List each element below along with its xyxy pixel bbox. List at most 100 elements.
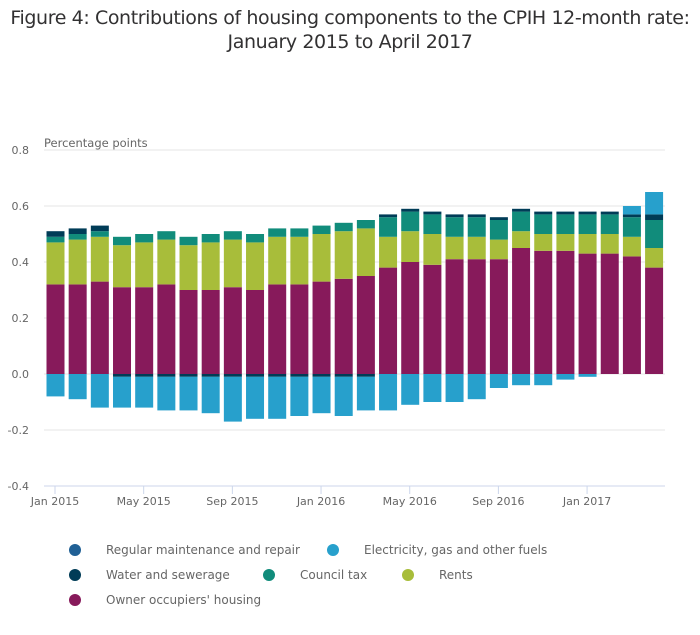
bar-segment: [90, 225, 109, 232]
y-tick-label: 0.4: [12, 256, 30, 269]
bar-group: [578, 211, 597, 377]
bar-segment: [334, 222, 353, 232]
chart-title: Figure 4: Contributions of housing compo…: [0, 6, 700, 54]
bar-group: [423, 211, 442, 402]
bar-segment: [534, 211, 553, 215]
bar-segment: [113, 374, 132, 377]
bar-segment: [379, 267, 398, 374]
bar-segment: [157, 374, 176, 377]
bar-segment: [512, 211, 531, 232]
bar-segment: [334, 231, 353, 279]
bar-segment: [445, 236, 464, 260]
bar-segment: [622, 256, 641, 374]
bar-segment: [201, 242, 220, 290]
bar-segment: [246, 242, 265, 290]
bar-group: [622, 206, 641, 374]
bar-segment: [268, 376, 287, 419]
bar-segment: [356, 228, 375, 276]
bar-group: [90, 225, 109, 408]
bar-segment: [379, 374, 398, 411]
y-tick-label: 0.8: [12, 144, 30, 157]
bar-segment: [113, 287, 132, 374]
bar-segment: [312, 281, 331, 374]
bar-group: [645, 192, 664, 374]
bar-segment: [157, 239, 176, 285]
bar-segment: [600, 214, 619, 234]
bar-segment: [135, 242, 154, 288]
bar-segment: [90, 231, 109, 237]
bar-segment: [223, 374, 242, 377]
y-axis-tick-labels: 0.8 0.6 0.4 0.2 0.0 -0.2 -0.4: [8, 144, 29, 493]
bars: [46, 192, 664, 422]
x-tick-label: Jan 2017: [562, 495, 611, 508]
bar-segment: [423, 234, 442, 265]
bar-segment: [467, 259, 486, 374]
bar-segment: [68, 239, 87, 285]
chart-title-line2: January 2015 to April 2017: [227, 31, 473, 53]
bar-segment: [578, 253, 597, 374]
bar-group: [356, 220, 375, 411]
bar-segment: [290, 376, 309, 416]
bar-segment: [423, 211, 442, 215]
bar-segment: [268, 228, 287, 237]
x-tick-label: May 2016: [383, 495, 437, 508]
bar-segment: [578, 214, 597, 234]
bar-segment: [578, 374, 597, 377]
bar-segment: [356, 376, 375, 411]
bar-segment: [512, 248, 531, 374]
bar-segment: [556, 214, 575, 234]
bar-segment: [334, 374, 353, 377]
bar-segment: [645, 220, 664, 248]
bar-segment: [312, 225, 331, 234]
legend-marker-icon: [69, 594, 81, 606]
bar-segment: [622, 206, 641, 215]
bar-segment: [157, 284, 176, 374]
legend-marker-icon: [263, 569, 275, 581]
bar-segment: [401, 208, 420, 212]
bar-segment: [179, 236, 198, 246]
bar-segment: [622, 236, 641, 257]
bar-segment: [334, 376, 353, 416]
bar-segment: [600, 234, 619, 254]
bar-segment: [201, 290, 220, 374]
bar-group: [379, 214, 398, 411]
bar-segment: [290, 374, 309, 377]
bar-segment: [489, 220, 508, 240]
bar-segment: [201, 234, 220, 243]
x-tick-label: May 2015: [117, 495, 171, 508]
bar-segment: [645, 267, 664, 374]
bar-segment: [312, 376, 331, 414]
bar-segment: [135, 374, 154, 377]
bar-segment: [179, 245, 198, 290]
bar-segment: [201, 376, 220, 414]
bar-group: [512, 208, 531, 386]
legend-label: Council tax: [300, 568, 368, 582]
bar-segment: [290, 236, 309, 285]
bar-segment: [622, 217, 641, 237]
bar-segment: [223, 376, 242, 422]
bar-segment: [135, 287, 154, 374]
bar-segment: [512, 208, 531, 212]
x-axis: Jan 2015 May 2015 Sep 2015 Jan 2016 May 2016…: [30, 485, 665, 508]
bar-segment: [534, 214, 553, 234]
bar-segment: [489, 217, 508, 220]
x-tick-label: Jan 2016: [296, 495, 345, 508]
bar-segment: [113, 236, 132, 246]
bar-segment: [68, 228, 87, 234]
bar-segment: [401, 211, 420, 232]
legend-marker-icon: [402, 569, 414, 581]
bar-segment: [334, 278, 353, 374]
bar-group: [46, 231, 65, 397]
legend-label: Water and sewerage: [106, 568, 230, 582]
bar-segment: [268, 284, 287, 374]
bar-segment: [356, 276, 375, 374]
bar-segment: [46, 374, 65, 397]
bar-segment: [113, 245, 132, 288]
bar-segment: [556, 234, 575, 251]
bar-segment: [600, 211, 619, 215]
bar-segment: [556, 211, 575, 215]
bar-segment: [157, 231, 176, 240]
bar-segment: [445, 217, 464, 237]
